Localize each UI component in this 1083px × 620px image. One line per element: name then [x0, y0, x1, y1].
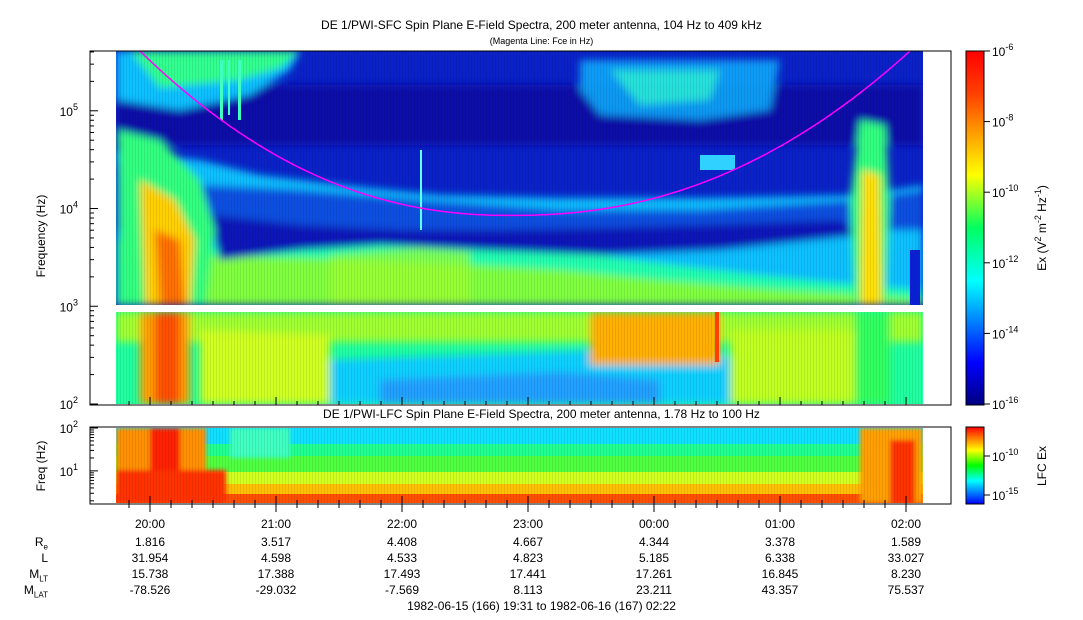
sfc-panel-frame [89, 50, 952, 406]
sfc-colorbar-tick-label: 10-14 [992, 324, 1018, 341]
sfc-y-tick-label: 103 [60, 297, 78, 314]
ephemeris-row-label: MLT [29, 567, 48, 584]
ephemeris-value: 31.954 [131, 551, 169, 565]
x-axis: 20:00 21:00 22:00 23:00 00:00 01:00 02:00 [128, 397, 921, 531]
ephemeris-value: 15.738 [131, 567, 169, 581]
sfc-colorbar-tick-label: 10-12 [992, 254, 1018, 271]
lfc-colorbar-tick-label: 10-15 [992, 486, 1018, 503]
ephemeris-value: 43.357 [761, 583, 799, 597]
ephemeris-value: 4.667 [512, 535, 544, 549]
sfc-colorbar-ticks: 10-6 10-8 10-10 10-12 10-14 10-16 [984, 42, 1018, 412]
ephemeris-value: 4.598 [260, 551, 292, 565]
x-tick-label: 20:00 [135, 517, 165, 531]
ephemeris-value: 4.408 [386, 535, 418, 549]
x-tick-label: 22:00 [387, 517, 417, 531]
ephemeris-value: 23.211 [636, 583, 672, 597]
sfc-colorbar-tick-label: 10-10 [992, 183, 1018, 200]
time-range-footer: 1982-06-15 (166) 19:31 to 1982-06-16 (16… [407, 599, 676, 613]
ephemeris-value: 3.378 [764, 535, 796, 549]
ephemeris-value: 3.517 [260, 535, 292, 549]
ephemeris-value: -7.569 [384, 583, 420, 597]
sfc-colorbar-tick-label: 10-16 [992, 395, 1018, 412]
sfc-upper-spectrogram [116, 51, 923, 305]
sfc-colorbar-label: Ex (V2 m-2 Hz-1) [1033, 185, 1049, 271]
sfc-y-tick-label: 105 [60, 102, 78, 119]
ephemeris-row-label: MLAT [23, 583, 48, 600]
ephemeris-value: 17.261 [635, 567, 673, 581]
x-tick-label: 00:00 [639, 517, 669, 531]
ephemeris-value: -29.032 [255, 583, 297, 597]
ephemeris-value: 5.185 [638, 551, 670, 565]
lfc-colorbar [965, 426, 985, 505]
chart-title-sfc: DE 1/PWI-SFC Spin Plane E-Field Spectra,… [321, 18, 762, 32]
ephemeris-value: 4.533 [386, 551, 418, 565]
ephemeris-value: 4.344 [638, 535, 670, 549]
lfc-y-axis-label: Freq (Hz) [34, 441, 48, 492]
ephemeris-value: 1.589 [890, 535, 922, 549]
chart-subtitle-sfc: (Magenta Line: Fce in Hz) [489, 36, 594, 46]
x-tick-label: 21:00 [261, 517, 291, 531]
sfc-lower-spectrogram [116, 312, 923, 404]
ephemeris-value: 8.113 [513, 583, 543, 597]
lfc-colorbar-label: LFC Ex [1035, 446, 1049, 486]
ephemeris-value: 33.027 [887, 551, 925, 565]
lfc-colorbar-ticks: 10-10 10-15 [984, 447, 1018, 503]
x-tick-label: 01:00 [765, 517, 795, 531]
ephemeris-value: 8.230 [890, 567, 922, 581]
ephemeris-value: 17.493 [383, 567, 421, 581]
x-tick-label: 02:00 [891, 517, 921, 531]
sfc-y-axis-label: Frequency (Hz) [34, 195, 48, 278]
lfc-y-tick-label: 101 [60, 462, 78, 479]
ephemeris-row-label: L [41, 551, 48, 565]
lfc-panel-frame [89, 426, 952, 505]
ephemeris-value: 1.816 [134, 535, 166, 549]
ephemeris-value: 4.823 [512, 551, 544, 565]
lfc-colorbar-tick-label: 10-10 [992, 447, 1018, 464]
sfc-colorbar-tick-label: 10-8 [992, 113, 1013, 130]
ephemeris-value: 75.537 [887, 583, 925, 597]
lfc-y-tick-label: 102 [60, 419, 78, 436]
ephemeris-value: -78.526 [129, 583, 171, 597]
ephemeris-value: 17.441 [509, 567, 547, 581]
sfc-colorbar-tick-label: 10-6 [992, 42, 1013, 59]
lfc-spectrogram [116, 428, 923, 503]
ephemeris-value: 6.338 [764, 551, 796, 565]
ephemeris-value: 16.845 [761, 567, 799, 581]
lfc-y-axis: 101 102 [60, 419, 98, 502]
ephemeris-value: 17.388 [257, 567, 295, 581]
sfc-y-tick-label: 102 [60, 395, 78, 412]
chart-title-lfc: DE 1/PWI-LFC Spin Plane E-Field Spectra,… [323, 407, 760, 421]
x-tick-label: 23:00 [513, 517, 543, 531]
sfc-y-axis: 102 103 104 105 [60, 51, 98, 412]
sfc-colorbar [965, 50, 985, 406]
sfc-y-tick-label: 104 [60, 200, 78, 217]
ephemeris-row-label: Re [34, 535, 48, 552]
fce-magenta-line [138, 51, 912, 217]
